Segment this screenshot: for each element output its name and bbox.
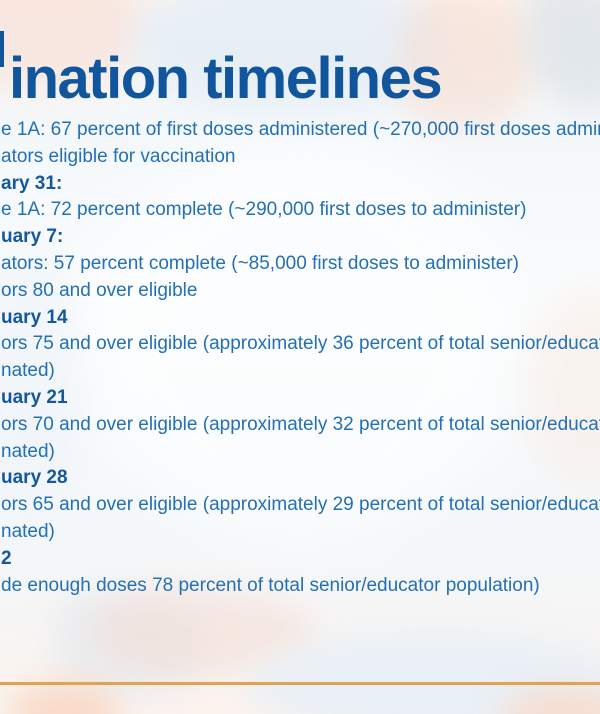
timeline-line: nated)	[1, 360, 55, 382]
background-shape-gray-bottom-left	[55, 595, 205, 695]
timeline-line: nated)	[1, 520, 55, 542]
timeline-line: ors 75 and over eligible (approximately …	[1, 333, 600, 355]
timeline-line: 2	[1, 547, 12, 569]
timeline-line: ary 31:	[1, 172, 63, 194]
timeline-line: e 1A: 72 percent complete (~290,000 firs…	[1, 199, 527, 221]
page-title: ination timelines	[9, 45, 443, 111]
timeline-line: e 1A: 67 percent of first doses administ…	[1, 119, 600, 140]
background-shape-peach-bottom	[95, 590, 315, 675]
background-shape-peach-corner-left	[10, 682, 120, 714]
timeline-line: uary 21	[1, 386, 68, 408]
timeline-line: ors 70 and over eligible (approximately …	[1, 413, 600, 435]
timeline-line: nated)	[1, 440, 55, 462]
timeline-line: uary 28	[1, 467, 68, 489]
timeline-line: uary 14	[1, 306, 68, 328]
timeline-line: ators: 57 percent complete (~85,000 firs…	[1, 252, 520, 274]
timeline-line: ors 65 and over eligible (approximately …	[1, 494, 600, 516]
background-shape-blue-bottom	[250, 630, 600, 714]
timeline-line: uary 7:	[1, 226, 64, 248]
timeline-list: e 1A: 67 percent of first doses administ…	[1, 117, 600, 599]
background-shape-peach-corner-right	[500, 688, 600, 714]
timeline-line: ors 80 and over eligible	[1, 279, 198, 301]
timeline-line: ators eligible for vaccination	[1, 145, 236, 167]
title-cut-letter-fragment	[0, 31, 4, 67]
timeline-line: de enough doses 78 percent of total seni…	[1, 574, 540, 596]
footer-divider	[0, 682, 600, 685]
background-shape-gray-top-right	[525, 0, 600, 110]
